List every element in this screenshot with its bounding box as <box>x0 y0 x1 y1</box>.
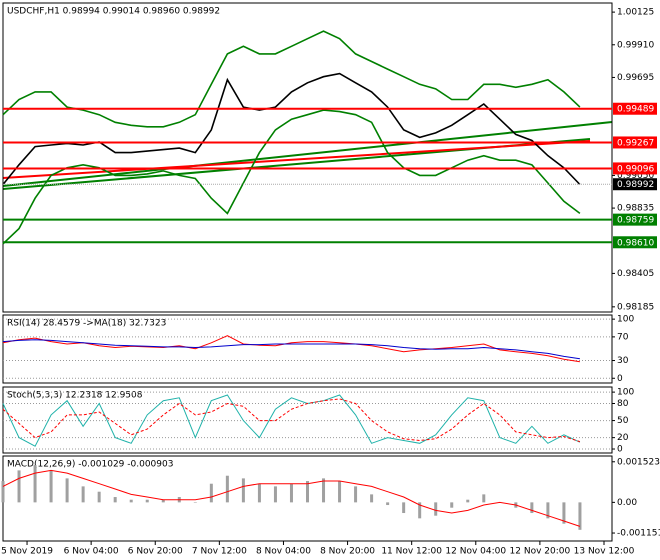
x-tick-label: 13 Nov 12:00 <box>574 547 635 557</box>
y-tick-label: 100 <box>617 315 634 325</box>
histogram-bar <box>466 499 470 503</box>
histogram-bar <box>17 470 21 503</box>
histogram-bar <box>482 494 486 503</box>
y-tick-label: 0.98405 <box>617 269 654 279</box>
y-tick-label: 0.00 <box>617 498 637 508</box>
y-tick-label: 0.99695 <box>617 73 654 83</box>
histogram-bar <box>225 475 229 503</box>
y-tick-label: 50 <box>617 416 629 426</box>
panel-frame <box>2 314 613 384</box>
level-label: 0.99489 <box>617 105 654 115</box>
y-tick-label: 0 <box>617 445 623 455</box>
y-tick-label: 0.98185 <box>617 302 654 312</box>
histogram-bar <box>306 481 309 503</box>
x-tick-label: 11 Nov 12:00 <box>381 547 442 557</box>
histogram-bar <box>578 502 582 530</box>
y-tick-label: 0.98835 <box>617 204 654 214</box>
x-tick-label: 12 Nov 20:00 <box>510 547 571 557</box>
histogram-bar <box>113 497 117 503</box>
histogram-bar <box>273 486 277 503</box>
histogram-bar <box>1 481 5 503</box>
histogram-bar <box>434 502 438 516</box>
histogram-bar <box>418 502 422 519</box>
level-label-box <box>613 162 657 175</box>
histogram-bar <box>338 481 342 503</box>
series-line <box>2 394 581 447</box>
panel-frame <box>2 386 613 454</box>
y-tick-label: -0.001151 <box>617 529 660 539</box>
histogram-bar <box>289 483 293 503</box>
histogram-bar <box>370 494 374 503</box>
level-label-box <box>613 102 657 115</box>
y-tick-label: 80 <box>617 399 629 409</box>
histogram-bar <box>562 502 566 524</box>
level-label-box <box>613 213 657 226</box>
series-line <box>2 335 580 363</box>
trend-line <box>2 140 591 179</box>
level-label: 0.99267 <box>617 138 654 148</box>
histogram-bar <box>322 478 326 503</box>
trend-line <box>2 121 613 187</box>
panel-title: MACD(12,26,9) -0.001029 -0.000903 <box>7 460 173 470</box>
histogram-bar <box>161 499 165 503</box>
level-label: 0.99096 <box>617 164 654 174</box>
x-tick-label: 6 Nov 20:00 <box>128 547 183 557</box>
histogram-bar <box>145 499 149 503</box>
x-tick-label: 8 Nov 04:00 <box>256 547 311 557</box>
histogram-bar <box>546 502 550 519</box>
histogram-bar <box>65 478 69 503</box>
y-tick-label: 0 <box>617 374 623 384</box>
y-tick-label: 0.001523 <box>617 457 660 467</box>
histogram-bar <box>402 502 406 514</box>
series-line <box>2 30 581 128</box>
histogram-bar <box>49 470 53 503</box>
histogram-bar <box>530 502 534 514</box>
histogram-bar <box>209 483 213 503</box>
current-price-box <box>613 178 657 191</box>
y-tick-label: 30 <box>617 356 629 366</box>
histogram-bar <box>193 502 197 503</box>
histogram-bar <box>241 478 245 503</box>
x-tick-label: 12 Nov 04:00 <box>445 547 506 557</box>
series-line <box>2 398 581 443</box>
level-label-box <box>613 236 657 249</box>
y-tick-label: 100 <box>617 388 634 398</box>
histogram-bar <box>81 486 85 503</box>
histogram-bar <box>33 465 37 503</box>
x-tick-label: 5 Nov 2019 <box>1 547 53 557</box>
histogram-bar <box>257 483 261 503</box>
histogram-bar <box>97 491 101 503</box>
series-line <box>2 339 580 360</box>
panel-title: USDCHF,H1 0.98994 0.99014 0.98960 0.9899… <box>7 7 220 17</box>
panel-frame <box>2 2 613 313</box>
level-label: 0.98610 <box>617 238 654 248</box>
histogram-bar <box>386 502 390 506</box>
y-tick-label: 70 <box>617 332 629 342</box>
level-label: 0.98759 <box>617 216 654 226</box>
series-line <box>2 469 581 527</box>
level-label-box <box>613 136 657 149</box>
x-tick-label: 7 Nov 12:00 <box>192 547 247 557</box>
panel-title: Stoch(5,3,3) 12.2318 12.9508 <box>7 391 143 401</box>
y-tick-label: 0.99910 <box>617 40 654 50</box>
histogram-bar <box>354 486 358 503</box>
histogram-bar <box>450 502 454 508</box>
panel-title: RSI(14) 28.4579 ->MA(18) 32.7323 <box>7 319 166 329</box>
y-tick-label: 20 <box>617 433 629 443</box>
x-tick-label: 6 Nov 04:00 <box>64 547 119 557</box>
histogram-bar <box>129 499 133 503</box>
x-tick-label: 8 Nov 20:00 <box>320 547 375 557</box>
y-tick-label: 0.99050 <box>617 171 654 181</box>
y-tick-label: 1.00125 <box>617 8 654 18</box>
current-price-label: 0.98992 <box>617 180 654 190</box>
